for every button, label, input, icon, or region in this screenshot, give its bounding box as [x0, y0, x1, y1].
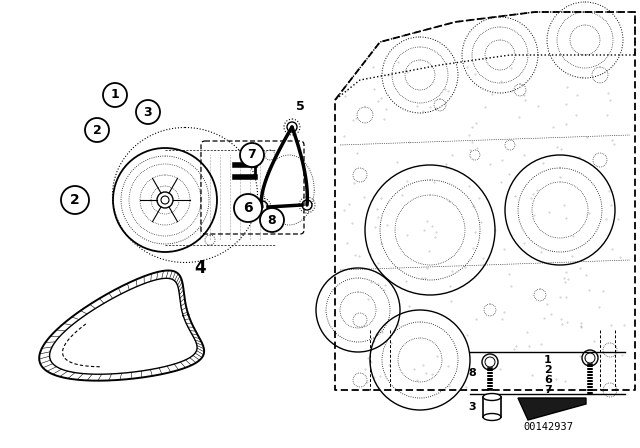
Polygon shape — [518, 398, 586, 420]
Text: 2: 2 — [544, 365, 552, 375]
Text: 7: 7 — [544, 385, 552, 395]
Text: 4: 4 — [194, 259, 206, 277]
Circle shape — [136, 100, 160, 124]
Text: 1: 1 — [111, 89, 120, 102]
Text: 3: 3 — [144, 105, 152, 119]
Text: 8: 8 — [268, 214, 276, 227]
Text: 2: 2 — [93, 124, 101, 137]
Text: 6: 6 — [544, 375, 552, 385]
Circle shape — [61, 186, 89, 214]
Text: 7: 7 — [248, 148, 257, 161]
Text: 6: 6 — [243, 201, 253, 215]
Text: 3: 3 — [468, 402, 476, 412]
Circle shape — [240, 143, 264, 167]
Text: 5: 5 — [296, 100, 305, 113]
Text: 8: 8 — [468, 368, 476, 378]
Circle shape — [85, 118, 109, 142]
Text: 00142937: 00142937 — [523, 422, 573, 432]
Circle shape — [260, 208, 284, 232]
Circle shape — [234, 194, 262, 222]
Text: 1: 1 — [544, 355, 552, 365]
Ellipse shape — [483, 393, 501, 401]
Text: 2: 2 — [70, 193, 80, 207]
Circle shape — [103, 83, 127, 107]
